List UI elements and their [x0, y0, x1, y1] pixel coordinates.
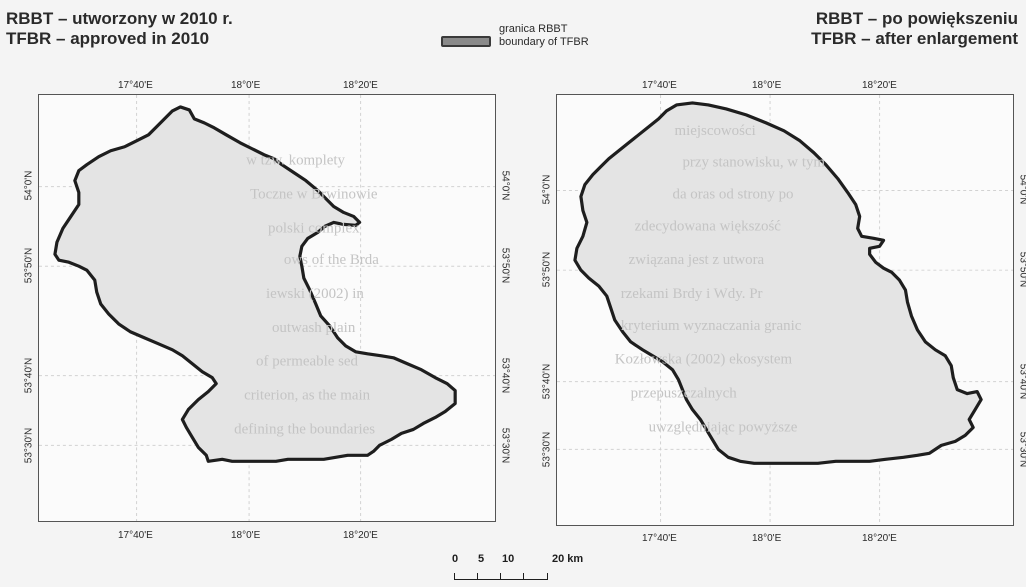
svg-text:Kozłowska (2002) ekosystem: Kozłowska (2002) ekosystem — [615, 352, 793, 368]
svg-text:criterion, as the main: criterion, as the main — [244, 388, 371, 404]
longitude-label-top: 17°40'E — [118, 80, 153, 91]
boundary-legend-swatch — [441, 36, 491, 47]
svg-text:da oras od strony po: da oras od strony po — [672, 187, 793, 203]
scale-bar: 0 5 10 20 km — [448, 553, 608, 587]
longitude-label-top: 18°20'E — [343, 80, 378, 91]
svg-text:rzekami Brdy i Wdy. Pr: rzekami Brdy i Wdy. Pr — [621, 286, 763, 302]
longitude-label-bottom: 18°0'E — [231, 530, 261, 541]
scale-tick — [547, 573, 548, 580]
scale-label: 10 — [502, 553, 515, 565]
svg-text:kryterium wyznaczania granic: kryterium wyznaczania granic — [621, 318, 802, 334]
longitude-label-top: 17°40'E — [642, 80, 677, 91]
svg-text:zdecydowana większość: zdecydowana większość — [635, 218, 782, 234]
longitude-label-top: 18°20'E — [862, 80, 897, 91]
svg-text:ows of the Brda: ows of the Brda — [284, 252, 379, 268]
svg-text:Toczne w Brwinowie: Toczne w Brwinowie — [250, 187, 378, 203]
longitude-label-bottom: 18°20'E — [862, 533, 897, 544]
latitude-label-left: 54°0'N — [23, 170, 35, 201]
title-before-english: TFBR – approved in 2010 — [6, 29, 210, 48]
scale-label: 5 — [478, 553, 485, 565]
latitude-label-left: 53°30'N — [541, 431, 553, 468]
legend-label-english: boundary of TFBR — [499, 36, 589, 48]
latitude-label-right: 53°30'N — [1017, 431, 1026, 468]
longitude-label-top: 18°0'E — [231, 80, 261, 91]
map-legend: granica RBBT boundary of TFBR — [441, 23, 589, 49]
svg-text:przy stanowisku, w tym: przy stanowisku, w tym — [682, 155, 825, 171]
latitude-label-right: 53°40'N — [1017, 363, 1026, 400]
scale-label: 0 — [452, 553, 459, 565]
latitude-label-left: 53°50'N — [23, 247, 35, 284]
map-title-after: RBBT – po powiększeniu TFBR – after enla… — [811, 9, 1018, 49]
faded-background-text: w tzw. komplety Toczne w Brwinowie polsk… — [234, 153, 379, 438]
latitude-label-right: 54°0'N — [499, 170, 511, 201]
scale-tick — [500, 573, 501, 580]
map-title-before: RBBT – utworzony w 2010 r. TFBR – approv… — [6, 9, 233, 49]
latitude-label-left: 54°0'N — [541, 174, 553, 205]
longitude-label-bottom: 17°40'E — [118, 530, 153, 541]
legend-labels: granica RBBT boundary of TFBR — [499, 23, 589, 49]
latitude-label-left: 53°30'N — [23, 427, 35, 464]
svg-text:outwash plain: outwash plain — [272, 320, 356, 336]
map-before-svg: w tzw. komplety Toczne w Brwinowie polsk… — [39, 95, 495, 521]
svg-text:polski complex: polski complex — [268, 220, 360, 236]
svg-text:defining the boundaries: defining the boundaries — [234, 421, 375, 437]
title-after-polish: RBBT – po powiększeniu — [815, 9, 1018, 28]
svg-text:przepuszczalnych: przepuszczalnych — [631, 386, 738, 402]
longitude-label-bottom: 17°40'E — [642, 533, 677, 544]
latitude-label-left: 53°50'N — [541, 251, 553, 288]
title-before-polish: RBBT – utworzony w 2010 r. — [6, 9, 233, 28]
svg-text:miejscowości: miejscowości — [674, 123, 755, 139]
svg-text:of permeable sed: of permeable sed — [256, 354, 358, 370]
scale-tick — [477, 573, 478, 580]
longitude-label-bottom: 18°0'E — [752, 533, 782, 544]
latitude-label-right: 53°50'N — [499, 247, 511, 284]
latitude-label-right: 54°0'N — [1017, 174, 1026, 205]
latitude-label-right: 53°30'N — [499, 427, 511, 464]
latitude-label-left: 53°40'N — [23, 357, 35, 394]
reserve-boundary-enlarged — [573, 101, 983, 465]
map-after-svg: miejscowości przy stanowisku, w tym da o… — [557, 95, 1013, 525]
scale-label: 20 km — [552, 553, 584, 565]
legend-label-polish: granica RBBT — [499, 23, 568, 35]
scale-tick — [454, 573, 455, 580]
svg-text:uwzględniając powyższe: uwzględniając powyższe — [649, 419, 798, 435]
latitude-label-right: 53°50'N — [1017, 251, 1026, 288]
svg-text:iewski (2002) in: iewski (2002) in — [266, 286, 364, 302]
scale-tick — [523, 573, 524, 580]
svg-text:związana jest z utwora: związana jest z utwora — [629, 252, 765, 268]
title-after-english: TFBR – after enlargement — [811, 29, 1018, 48]
reserve-boundary-2010 — [53, 105, 457, 463]
faded-background-text: miejscowości przy stanowisku, w tym da o… — [615, 123, 826, 436]
map-after-enlargement: miejscowości przy stanowisku, w tym da o… — [556, 94, 1014, 526]
svg-text:w tzw. komplety: w tzw. komplety — [246, 153, 345, 169]
map-before-enlargement: w tzw. komplety Toczne w Brwinowie polsk… — [38, 94, 496, 522]
latitude-label-left: 53°40'N — [541, 363, 553, 400]
longitude-label-top: 18°0'E — [752, 80, 782, 91]
longitude-label-bottom: 18°20'E — [343, 530, 378, 541]
latitude-label-right: 53°40'N — [499, 357, 511, 394]
